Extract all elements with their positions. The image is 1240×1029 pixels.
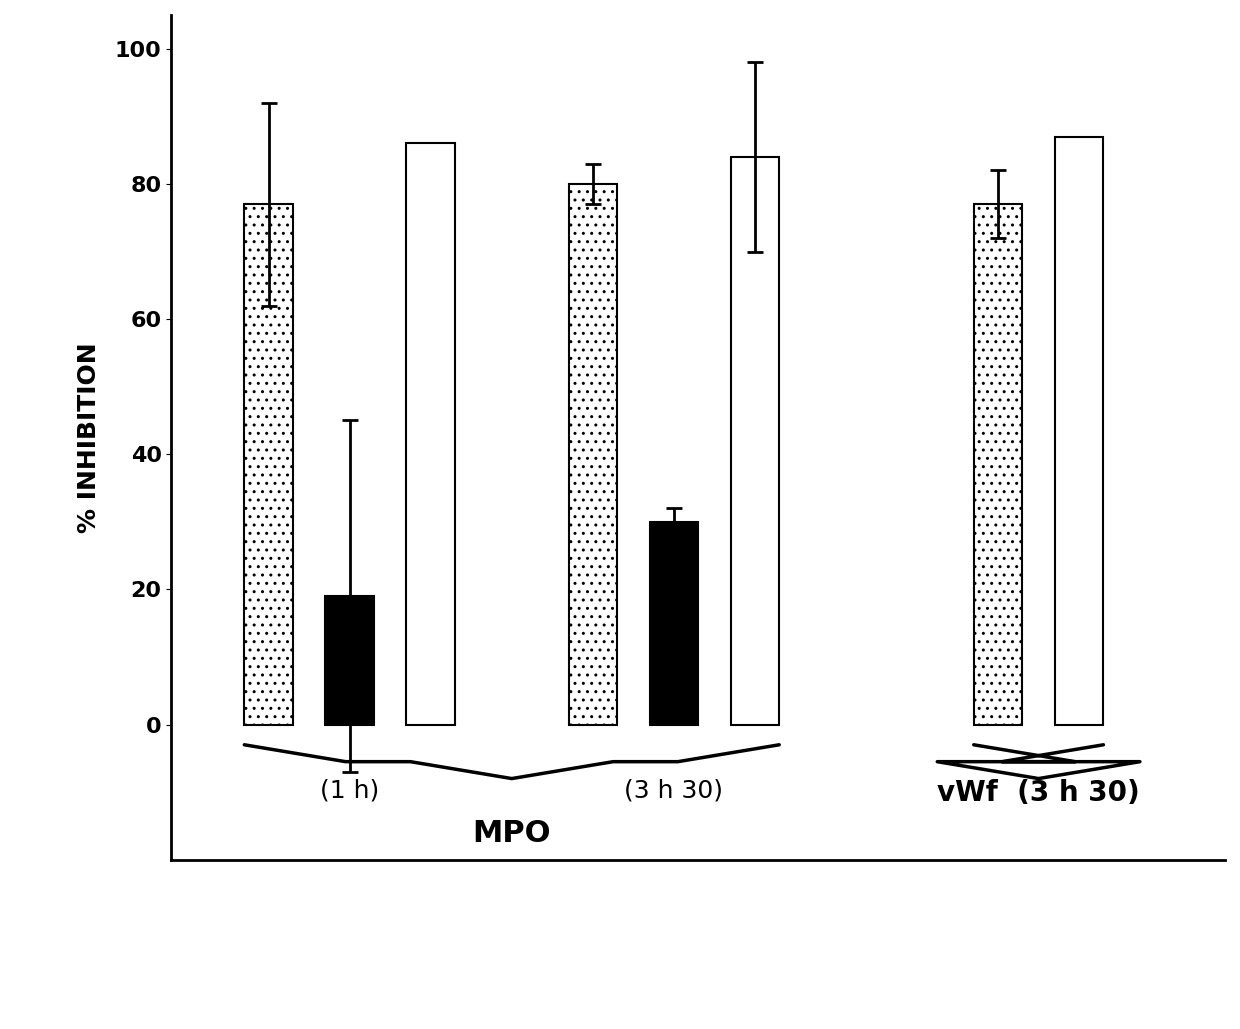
Bar xyxy=(973,204,1022,724)
Text: MPO: MPO xyxy=(472,819,551,848)
Text: (3 h 30): (3 h 30) xyxy=(625,779,723,803)
Bar xyxy=(1055,137,1104,724)
Y-axis label: % INHIBITION: % INHIBITION xyxy=(77,342,100,533)
Bar xyxy=(407,143,455,724)
Bar xyxy=(568,184,618,724)
Text: vWf  (3 h 30): vWf (3 h 30) xyxy=(937,779,1140,807)
Text: (1 h): (1 h) xyxy=(320,779,379,803)
Bar xyxy=(244,204,293,724)
Bar xyxy=(730,156,779,724)
Bar xyxy=(650,522,698,724)
Bar xyxy=(325,596,374,724)
